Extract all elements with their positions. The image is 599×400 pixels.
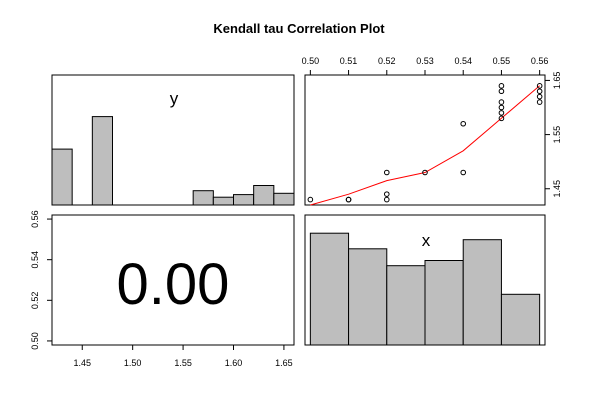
scatter-y-tick-label: 1.55 bbox=[552, 126, 562, 144]
scatter-point bbox=[536, 88, 543, 95]
histogram-x-bars bbox=[309, 232, 541, 346]
scatter-point bbox=[498, 88, 505, 95]
scatter-y-tick-label: 1.65 bbox=[552, 72, 562, 90]
scatter-point bbox=[498, 110, 505, 116]
histogram-y-panel: y bbox=[51, 74, 295, 206]
scatter-points bbox=[307, 83, 543, 203]
histogram-x-bar bbox=[462, 239, 502, 346]
scatter-point bbox=[536, 99, 543, 105]
scatter-panel: 0.50 0.51 0.52 0.53 0.54 0.55 0.56 1.45 1.55 1.65 bbox=[302, 56, 562, 206]
smoother-line bbox=[310, 85, 540, 206]
correlation-y-tick-label: 0.50 bbox=[30, 332, 40, 350]
scatter-point bbox=[498, 83, 505, 89]
scatter-x-tick-label: 0.54 bbox=[454, 56, 472, 66]
histogram-y-bar bbox=[91, 116, 114, 206]
scatter-point bbox=[383, 196, 390, 203]
correlation-x-tick-label: 1.50 bbox=[124, 358, 142, 368]
histogram-y-bars bbox=[51, 116, 295, 206]
scatter-point bbox=[460, 120, 467, 127]
scatter-point bbox=[460, 169, 467, 176]
histogram-y-bar bbox=[192, 190, 214, 206]
histogram-y-frame bbox=[51, 74, 295, 206]
correlation-axes: 1.45 1.50 1.55 1.60 1.65 0.50 0.52 0.54 0.56 bbox=[30, 210, 293, 368]
scatter-point bbox=[383, 191, 390, 197]
histogram-x-label: x bbox=[422, 231, 431, 250]
histogram-y-label: y bbox=[170, 89, 179, 108]
correlation-y-tick-label: 0.54 bbox=[30, 251, 40, 269]
histogram-y-bar bbox=[233, 194, 255, 206]
correlation-value: 0.00 bbox=[117, 252, 230, 317]
scatter-point bbox=[422, 169, 428, 176]
correlation-y-tick-label: 0.56 bbox=[30, 210, 40, 228]
scatter-point bbox=[345, 196, 352, 203]
scatter-x-tick-label: 0.53 bbox=[416, 56, 434, 66]
scatter-point bbox=[536, 83, 543, 89]
histogram-x-bar bbox=[424, 260, 464, 346]
scatter-axes: 0.50 0.51 0.52 0.53 0.54 0.55 0.56 1.45 1.55 1.65 bbox=[302, 56, 562, 198]
scatter-point bbox=[498, 99, 505, 105]
scatter-x-tick-label: 0.51 bbox=[340, 56, 358, 66]
correlation-x-tick-label: 1.60 bbox=[225, 358, 243, 368]
histogram-y-bar bbox=[51, 148, 73, 206]
chart-title: Kendall tau Correlation Plot bbox=[213, 21, 385, 36]
scatter-point bbox=[498, 104, 505, 111]
correlation-x-tick-label: 1.65 bbox=[275, 358, 293, 368]
scatter-point bbox=[536, 93, 543, 100]
correlation-y-tick-label: 0.52 bbox=[30, 292, 40, 310]
histogram-y-bar bbox=[273, 192, 295, 206]
correlation-x-tick-label: 1.45 bbox=[73, 358, 91, 368]
histogram-x-bar bbox=[348, 248, 388, 346]
histogram-x-bar bbox=[386, 265, 426, 346]
histogram-x-panel: x bbox=[304, 214, 546, 346]
correlation-panel: 1.45 1.50 1.55 1.60 1.65 0.50 0.52 0.54 0.56 0.0… bbox=[30, 210, 295, 368]
scatter-point bbox=[383, 169, 390, 176]
scatter-x-tick-label: 0.52 bbox=[378, 56, 396, 66]
correlation-x-tick-label: 1.55 bbox=[174, 358, 192, 368]
histogram-y-bar bbox=[212, 196, 234, 206]
histogram-y-bar bbox=[253, 185, 275, 206]
scatter-x-tick-label: 0.50 bbox=[302, 56, 320, 66]
scatter-point bbox=[498, 115, 505, 122]
scatter-frame bbox=[304, 74, 546, 206]
scatter-x-tick-label: 0.55 bbox=[493, 56, 511, 66]
scatter-x-tick-label: 0.56 bbox=[531, 56, 549, 66]
histogram-x-bar bbox=[309, 232, 350, 346]
scatter-point bbox=[307, 196, 314, 203]
scatter-y-tick-label: 1.45 bbox=[552, 180, 562, 198]
histogram-x-bar bbox=[500, 293, 541, 346]
